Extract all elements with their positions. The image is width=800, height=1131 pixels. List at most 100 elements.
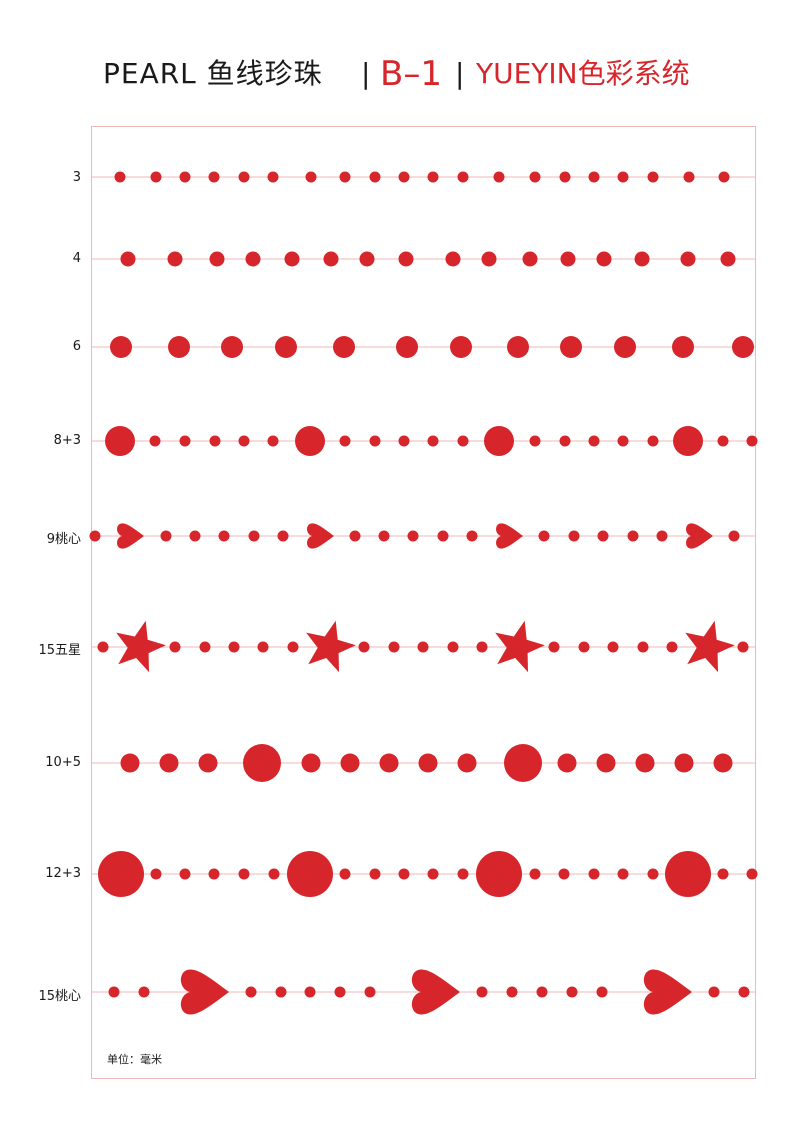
bead-dot — [713, 753, 733, 773]
bead-dot — [160, 530, 172, 542]
title-code: B–1 — [380, 54, 442, 94]
bead-dot — [427, 435, 439, 447]
bead-dot — [457, 753, 477, 773]
bead-dot — [718, 171, 730, 183]
bead-dot — [364, 986, 376, 998]
bead-dot — [596, 251, 612, 267]
bead-dot — [369, 868, 381, 880]
bead-dot — [666, 641, 678, 653]
bead-dot — [548, 641, 560, 653]
bead-dot — [588, 171, 600, 183]
bead-dot — [680, 251, 696, 267]
bead-star — [116, 620, 166, 673]
bead-dot — [617, 868, 629, 880]
bead-dot — [275, 336, 297, 358]
bead-dot — [635, 753, 655, 773]
bead-dot — [199, 641, 211, 653]
bead-dot — [737, 641, 749, 653]
bead-dot — [398, 251, 414, 267]
bead-dot — [245, 251, 261, 267]
bead-dot — [287, 641, 299, 653]
bead-heart — [180, 969, 229, 1015]
row-label: 9桃心 — [46, 532, 81, 547]
bead-heart — [411, 969, 460, 1015]
bead-dot — [506, 986, 518, 998]
bead-dot — [209, 435, 221, 447]
bead-dot — [301, 753, 321, 773]
bead-dot — [369, 435, 381, 447]
bead-dot — [717, 435, 729, 447]
bead-dot — [98, 851, 144, 897]
bead-dot — [159, 753, 179, 773]
row-label: 15五星 — [38, 643, 81, 658]
bead-dot — [339, 435, 351, 447]
bead-dot — [179, 868, 191, 880]
bead-dot — [208, 868, 220, 880]
bead-dot — [221, 336, 243, 358]
bead-heart — [117, 523, 144, 549]
bead-dot — [607, 641, 619, 653]
bead-dot — [108, 986, 120, 998]
bead-dot — [450, 336, 472, 358]
bead-dot — [746, 868, 758, 880]
bead-dot — [614, 336, 636, 358]
bead-dot — [267, 171, 279, 183]
bead-dot — [120, 753, 140, 773]
bead-dot — [445, 251, 461, 267]
bead-dot — [732, 336, 754, 358]
row-label: 4 — [72, 251, 81, 266]
bead-dot — [673, 426, 703, 456]
bead-dot — [304, 986, 316, 998]
bead-dot — [529, 435, 541, 447]
bead-dot — [559, 171, 571, 183]
bead-dot — [597, 530, 609, 542]
bead-dot — [578, 641, 590, 653]
bead-dot — [358, 641, 370, 653]
bead-dot — [378, 530, 390, 542]
bead-dot — [407, 530, 419, 542]
bead-dot — [138, 986, 150, 998]
bead-dot — [481, 251, 497, 267]
bead-dot — [617, 435, 629, 447]
bead-dot — [168, 336, 190, 358]
bead-dot — [647, 868, 659, 880]
title-brand: YUEYIN色彩系统 — [476, 57, 690, 90]
bead-dot — [588, 435, 600, 447]
bead-dot — [529, 171, 541, 183]
bead-dot — [637, 641, 649, 653]
bead-dot — [558, 868, 570, 880]
bead-dot — [560, 336, 582, 358]
bead-dot — [120, 251, 136, 267]
bead-dot — [248, 530, 260, 542]
bead-heart — [496, 523, 523, 549]
bead-dot — [369, 171, 381, 183]
row-label: 15桃心 — [38, 989, 81, 1004]
bead-dot — [208, 171, 220, 183]
bead-heart — [686, 523, 713, 549]
row-label: 6 — [72, 339, 81, 354]
bead-dot — [287, 851, 333, 897]
unit-note: 单位：毫米 — [107, 1053, 162, 1066]
bead-dot — [476, 851, 522, 897]
title-pearl: PEARL 鱼线珍珠 — [103, 57, 323, 90]
bead-dot — [398, 868, 410, 880]
bead-dot — [179, 435, 191, 447]
bead-dot — [340, 753, 360, 773]
bead-dot — [284, 251, 300, 267]
bead-dot — [359, 251, 375, 267]
bead-dot — [379, 753, 399, 773]
bead-dot — [333, 336, 355, 358]
bead-dot — [476, 641, 488, 653]
bead-dot — [209, 251, 225, 267]
bead-dot — [349, 530, 361, 542]
bead-dot — [728, 530, 740, 542]
bead-dot — [647, 435, 659, 447]
bead-dot — [228, 641, 240, 653]
bead-dot — [560, 251, 576, 267]
bead-dot — [493, 171, 505, 183]
bead-dot — [457, 435, 469, 447]
bead-dot — [466, 530, 478, 542]
bead-dot — [484, 426, 514, 456]
bead-dot — [243, 744, 281, 782]
bead-dot — [417, 641, 429, 653]
